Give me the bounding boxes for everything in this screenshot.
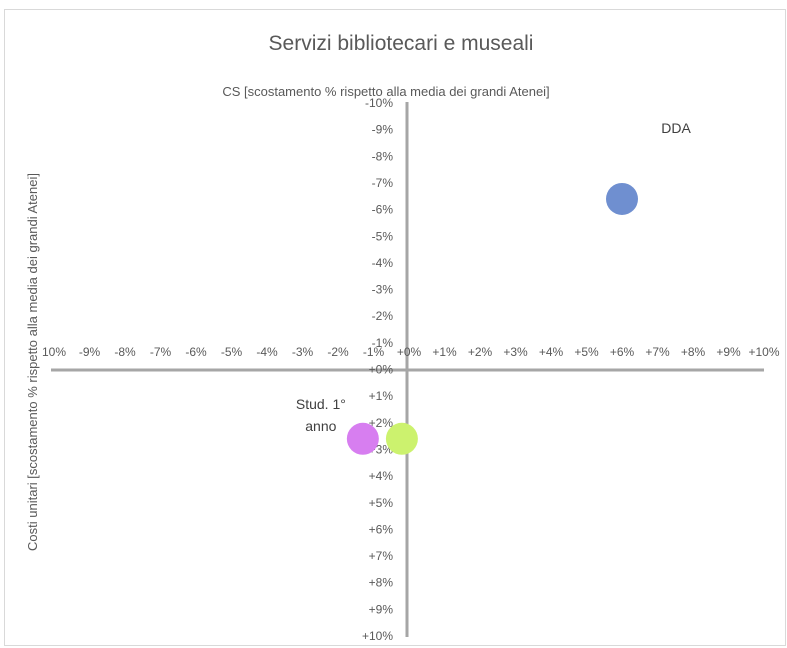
x-tick-label: +6% xyxy=(610,345,635,359)
y-tick-label: +5% xyxy=(369,496,394,510)
x-tick-labels: 10% -9% -8% -7% -6% -5% -4% -3% -2% -1% +0% +1% +2% +… xyxy=(42,345,780,359)
data-point xyxy=(385,422,418,455)
y-axis-title: Costi unitari [scostamento % rispetto al… xyxy=(25,173,40,551)
y-tick-label: +9% xyxy=(369,602,394,616)
x-axis-title: CS [scostamento % rispetto alla media de… xyxy=(222,84,549,99)
y-tick-label: -5% xyxy=(372,229,394,243)
x-tick-label: +0% xyxy=(397,345,422,359)
x-tick-label: +9% xyxy=(716,345,741,359)
chart-area xyxy=(4,9,786,646)
x-tick-label: -6% xyxy=(185,345,207,359)
y-tick-label: +7% xyxy=(369,549,394,563)
x-tick-label: -9% xyxy=(79,345,101,359)
y-tick-label: +10% xyxy=(362,629,393,643)
y-tick-label: +4% xyxy=(369,469,394,483)
x-tick-label: +10% xyxy=(748,345,779,359)
x-tick-label: -5% xyxy=(221,345,243,359)
x-tick-label: -1% xyxy=(363,345,385,359)
x-tick-label: +3% xyxy=(503,345,528,359)
x-tick-label: +7% xyxy=(645,345,670,359)
x-tick-label: -7% xyxy=(150,345,172,359)
y-tick-label: +1% xyxy=(369,389,394,403)
y-tick-label: -4% xyxy=(372,256,394,270)
y-tick-label: -7% xyxy=(372,176,394,190)
axes xyxy=(51,102,764,637)
x-tick-label: 10% xyxy=(42,345,66,359)
x-tick-label: +4% xyxy=(539,345,564,359)
x-tick-label: -4% xyxy=(256,345,278,359)
data-points: DDA Stud. 1° anno xyxy=(296,120,691,455)
y-tick-label: -10% xyxy=(365,96,393,110)
x-tick-label: -3% xyxy=(292,345,314,359)
y-tick-label: -3% xyxy=(372,283,394,297)
data-label: DDA xyxy=(661,120,691,136)
chart-title: Servizi bibliotecari e museali xyxy=(269,32,534,55)
y-tick-label: +8% xyxy=(369,576,394,590)
y-tick-label: -8% xyxy=(372,149,394,163)
y-tick-labels: -10% -9% -8% -7% -6% -5% -4% -3% -2% -1% +0% +1% +2%… xyxy=(362,96,393,643)
y-tick-label: -6% xyxy=(372,203,394,217)
data-point xyxy=(346,422,379,455)
y-tick-label: -1% xyxy=(372,336,394,350)
y-tick-label: +2% xyxy=(369,416,394,430)
x-tick-label: -2% xyxy=(327,345,349,359)
y-tick-label: -2% xyxy=(372,309,394,323)
x-tick-label: -8% xyxy=(114,345,136,359)
x-tick-label: +1% xyxy=(432,345,457,359)
y-tick-label: +0% xyxy=(369,363,394,377)
x-tick-label: +8% xyxy=(681,345,706,359)
y-tick-label: +6% xyxy=(369,522,394,536)
data-label: Stud. 1° xyxy=(296,396,346,412)
x-tick-label: +5% xyxy=(574,345,599,359)
data-point xyxy=(606,182,638,215)
x-tick-label: +2% xyxy=(468,345,493,359)
y-tick-label: -9% xyxy=(372,123,394,137)
data-label-line2: anno xyxy=(305,418,336,434)
